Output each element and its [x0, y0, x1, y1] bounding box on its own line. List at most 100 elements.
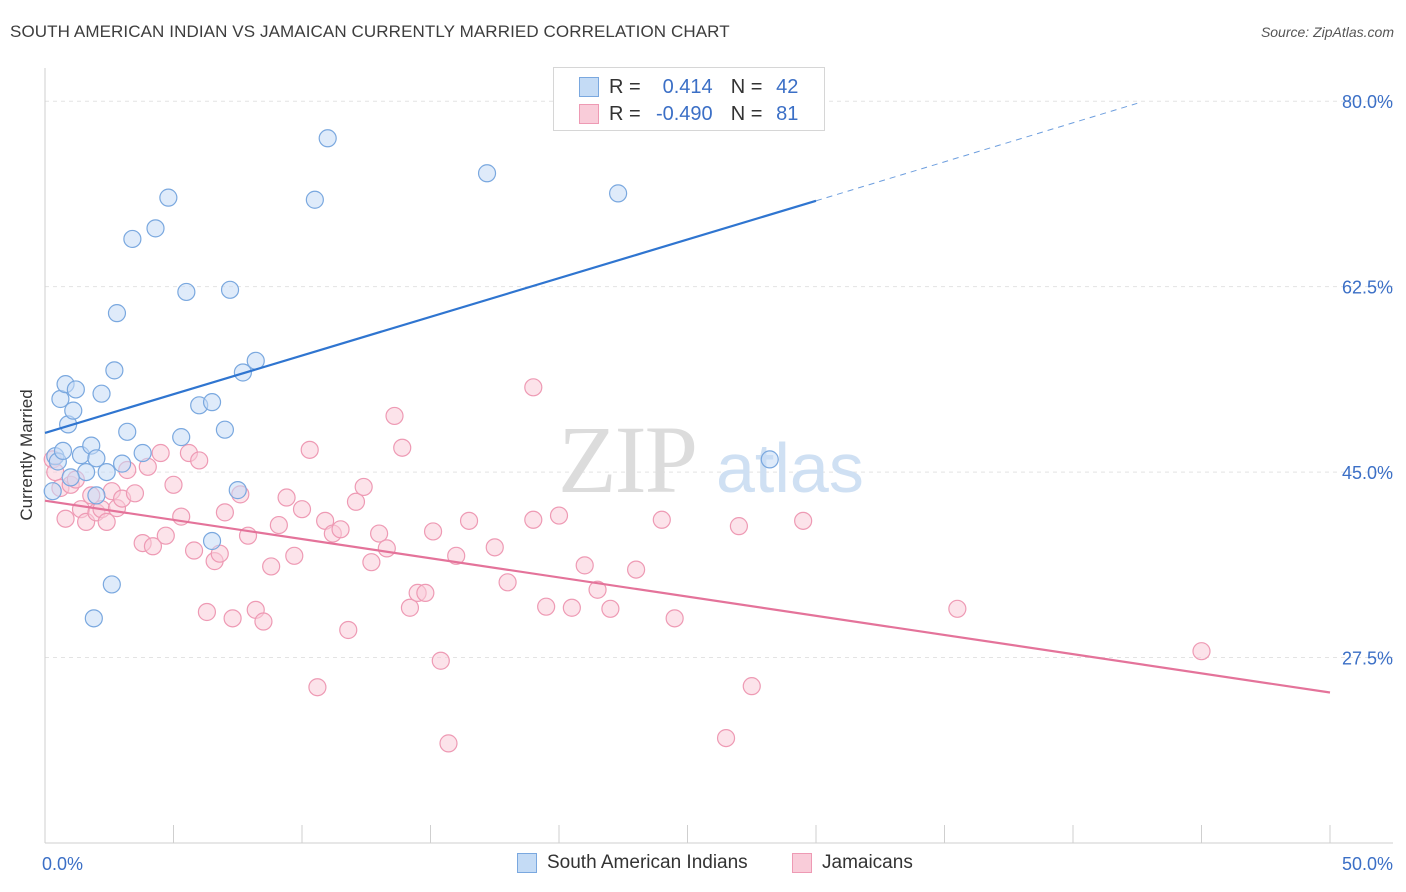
data-point-jamaicans: [652, 510, 671, 529]
r-value: 0.414: [662, 75, 713, 98]
data-point-jamaicans: [601, 599, 620, 618]
data-point-jamaicans: [416, 583, 435, 603]
data-point-jamaicans: [498, 573, 517, 592]
data-point-jamaicans: [331, 520, 350, 539]
data-point-south-american-indians: [61, 468, 80, 487]
gridlines: [45, 100, 1393, 659]
data-point-jamaicans: [423, 522, 443, 541]
data-point-south-american-indians: [92, 384, 111, 403]
stats-row-jamaicans: R = -0.490 N = 81: [554, 101, 798, 127]
data-point-jamaicans: [164, 475, 183, 494]
data-point-jamaicans: [223, 609, 242, 628]
data-point-south-american-indians: [53, 441, 73, 461]
r-label: R =: [609, 102, 641, 125]
legend-item-south-american-indians[interactable]: South American Indians: [517, 852, 748, 874]
y-tick-label: 80.0%: [1342, 92, 1393, 112]
data-point-jamaicans: [948, 599, 967, 618]
data-point-south-american-indians: [305, 190, 324, 209]
series-south-american-indians: [43, 129, 779, 628]
data-point-south-american-indians: [97, 462, 116, 482]
data-point-jamaicans: [190, 451, 209, 470]
data-point-south-american-indians: [177, 282, 196, 302]
r-label: R =: [609, 75, 641, 98]
data-point-jamaicans: [562, 598, 581, 617]
chart-source: Source: ZipAtlas.com: [1260, 24, 1394, 40]
data-point-south-american-indians: [133, 443, 152, 463]
data-point-jamaicans: [524, 510, 543, 529]
data-point-south-american-indians: [202, 531, 222, 551]
data-point-jamaicans: [277, 488, 296, 507]
legend-label: Jamaicans: [822, 852, 913, 873]
data-point-south-american-indians: [609, 184, 628, 203]
y-axis-label: Currently Married: [17, 389, 36, 520]
data-point-jamaicans: [439, 734, 458, 753]
data-point-jamaicans: [716, 728, 736, 748]
data-point-jamaicans: [393, 438, 412, 457]
data-point-south-american-indians: [159, 188, 178, 207]
trend-lines: [44, 102, 1331, 694]
watermark: ZIP atlas: [558, 406, 864, 513]
data-point-jamaicans: [400, 598, 420, 617]
data-point-jamaicans: [742, 677, 761, 696]
data-point-jamaicans: [1192, 642, 1211, 661]
data-point-south-american-indians: [123, 229, 142, 249]
data-point-south-american-indians: [105, 361, 124, 380]
data-point-jamaicans: [447, 546, 466, 565]
data-point-jamaicans: [215, 503, 234, 522]
series-jamaicans: [43, 378, 1211, 753]
data-point-south-american-indians: [64, 401, 83, 420]
x-tick-label: 0.0%: [42, 854, 83, 874]
y-tick-label: 27.5%: [1342, 649, 1393, 669]
data-point-jamaicans: [377, 539, 396, 558]
data-point-south-american-indians: [118, 422, 137, 441]
data-point-south-american-indians: [146, 219, 165, 238]
data-point-jamaicans: [588, 580, 607, 599]
stats-swatch-blue: [579, 77, 599, 97]
legend-item-jamaicans[interactable]: Jamaicans: [792, 852, 913, 874]
data-point-south-american-indians: [84, 609, 103, 628]
data-point-south-american-indians: [107, 304, 127, 323]
data-point-jamaicans: [370, 524, 389, 543]
data-point-jamaicans: [300, 440, 319, 459]
data-point-jamaicans: [285, 546, 304, 565]
x-tick-label: 50.0%: [1342, 854, 1393, 874]
data-point-jamaicans: [729, 517, 749, 536]
data-point-jamaicans: [537, 597, 556, 616]
r-value: -0.490: [655, 102, 713, 125]
chart-title: SOUTH AMERICAN INDIAN VS JAMAICAN CURREN…: [10, 22, 730, 41]
data-point-south-american-indians: [102, 575, 121, 594]
data-point-south-american-indians: [87, 486, 106, 505]
trend-line-south-american-indians: [44, 199, 817, 434]
data-point-jamaicans: [524, 378, 543, 397]
data-point-south-american-indians: [477, 164, 497, 183]
data-point-jamaicans: [269, 515, 288, 535]
n-label: N =: [730, 102, 763, 125]
stats-row-south-american-indians: R = 0.414 N = 42: [554, 74, 798, 100]
data-point-south-american-indians: [760, 450, 779, 469]
data-point-jamaicans: [354, 477, 373, 497]
data-point-jamaicans: [125, 484, 145, 503]
data-point-jamaicans: [254, 612, 273, 631]
data-point-jamaicans: [665, 609, 684, 628]
n-value: 42: [776, 75, 799, 98]
data-point-south-american-indians: [66, 380, 85, 399]
legend: South American Indians Jamaicans: [0, 852, 1406, 878]
data-point-south-american-indians: [87, 449, 106, 468]
watermark-zip: ZIP: [558, 406, 696, 513]
data-point-jamaicans: [575, 556, 594, 575]
data-point-jamaicans: [431, 651, 450, 670]
data-point-south-american-indians: [220, 280, 240, 299]
data-point-south-american-indians: [112, 454, 132, 473]
data-point-jamaicans: [197, 602, 217, 622]
trend-line-extension-south-american-indians: [815, 102, 1138, 202]
data-point-jamaicans: [308, 678, 327, 697]
stats-box: R = 0.414 N = 42 R = -0.490 N = 81: [553, 67, 825, 131]
data-point-south-american-indians: [43, 482, 62, 501]
n-value: 81: [776, 102, 799, 125]
data-point-jamaicans: [184, 541, 204, 560]
data-point-jamaicans: [626, 560, 646, 579]
data-point-jamaicans: [156, 526, 175, 545]
data-point-south-american-indians: [318, 129, 337, 148]
data-point-jamaicans: [794, 511, 813, 530]
data-point-jamaicans: [97, 512, 116, 532]
